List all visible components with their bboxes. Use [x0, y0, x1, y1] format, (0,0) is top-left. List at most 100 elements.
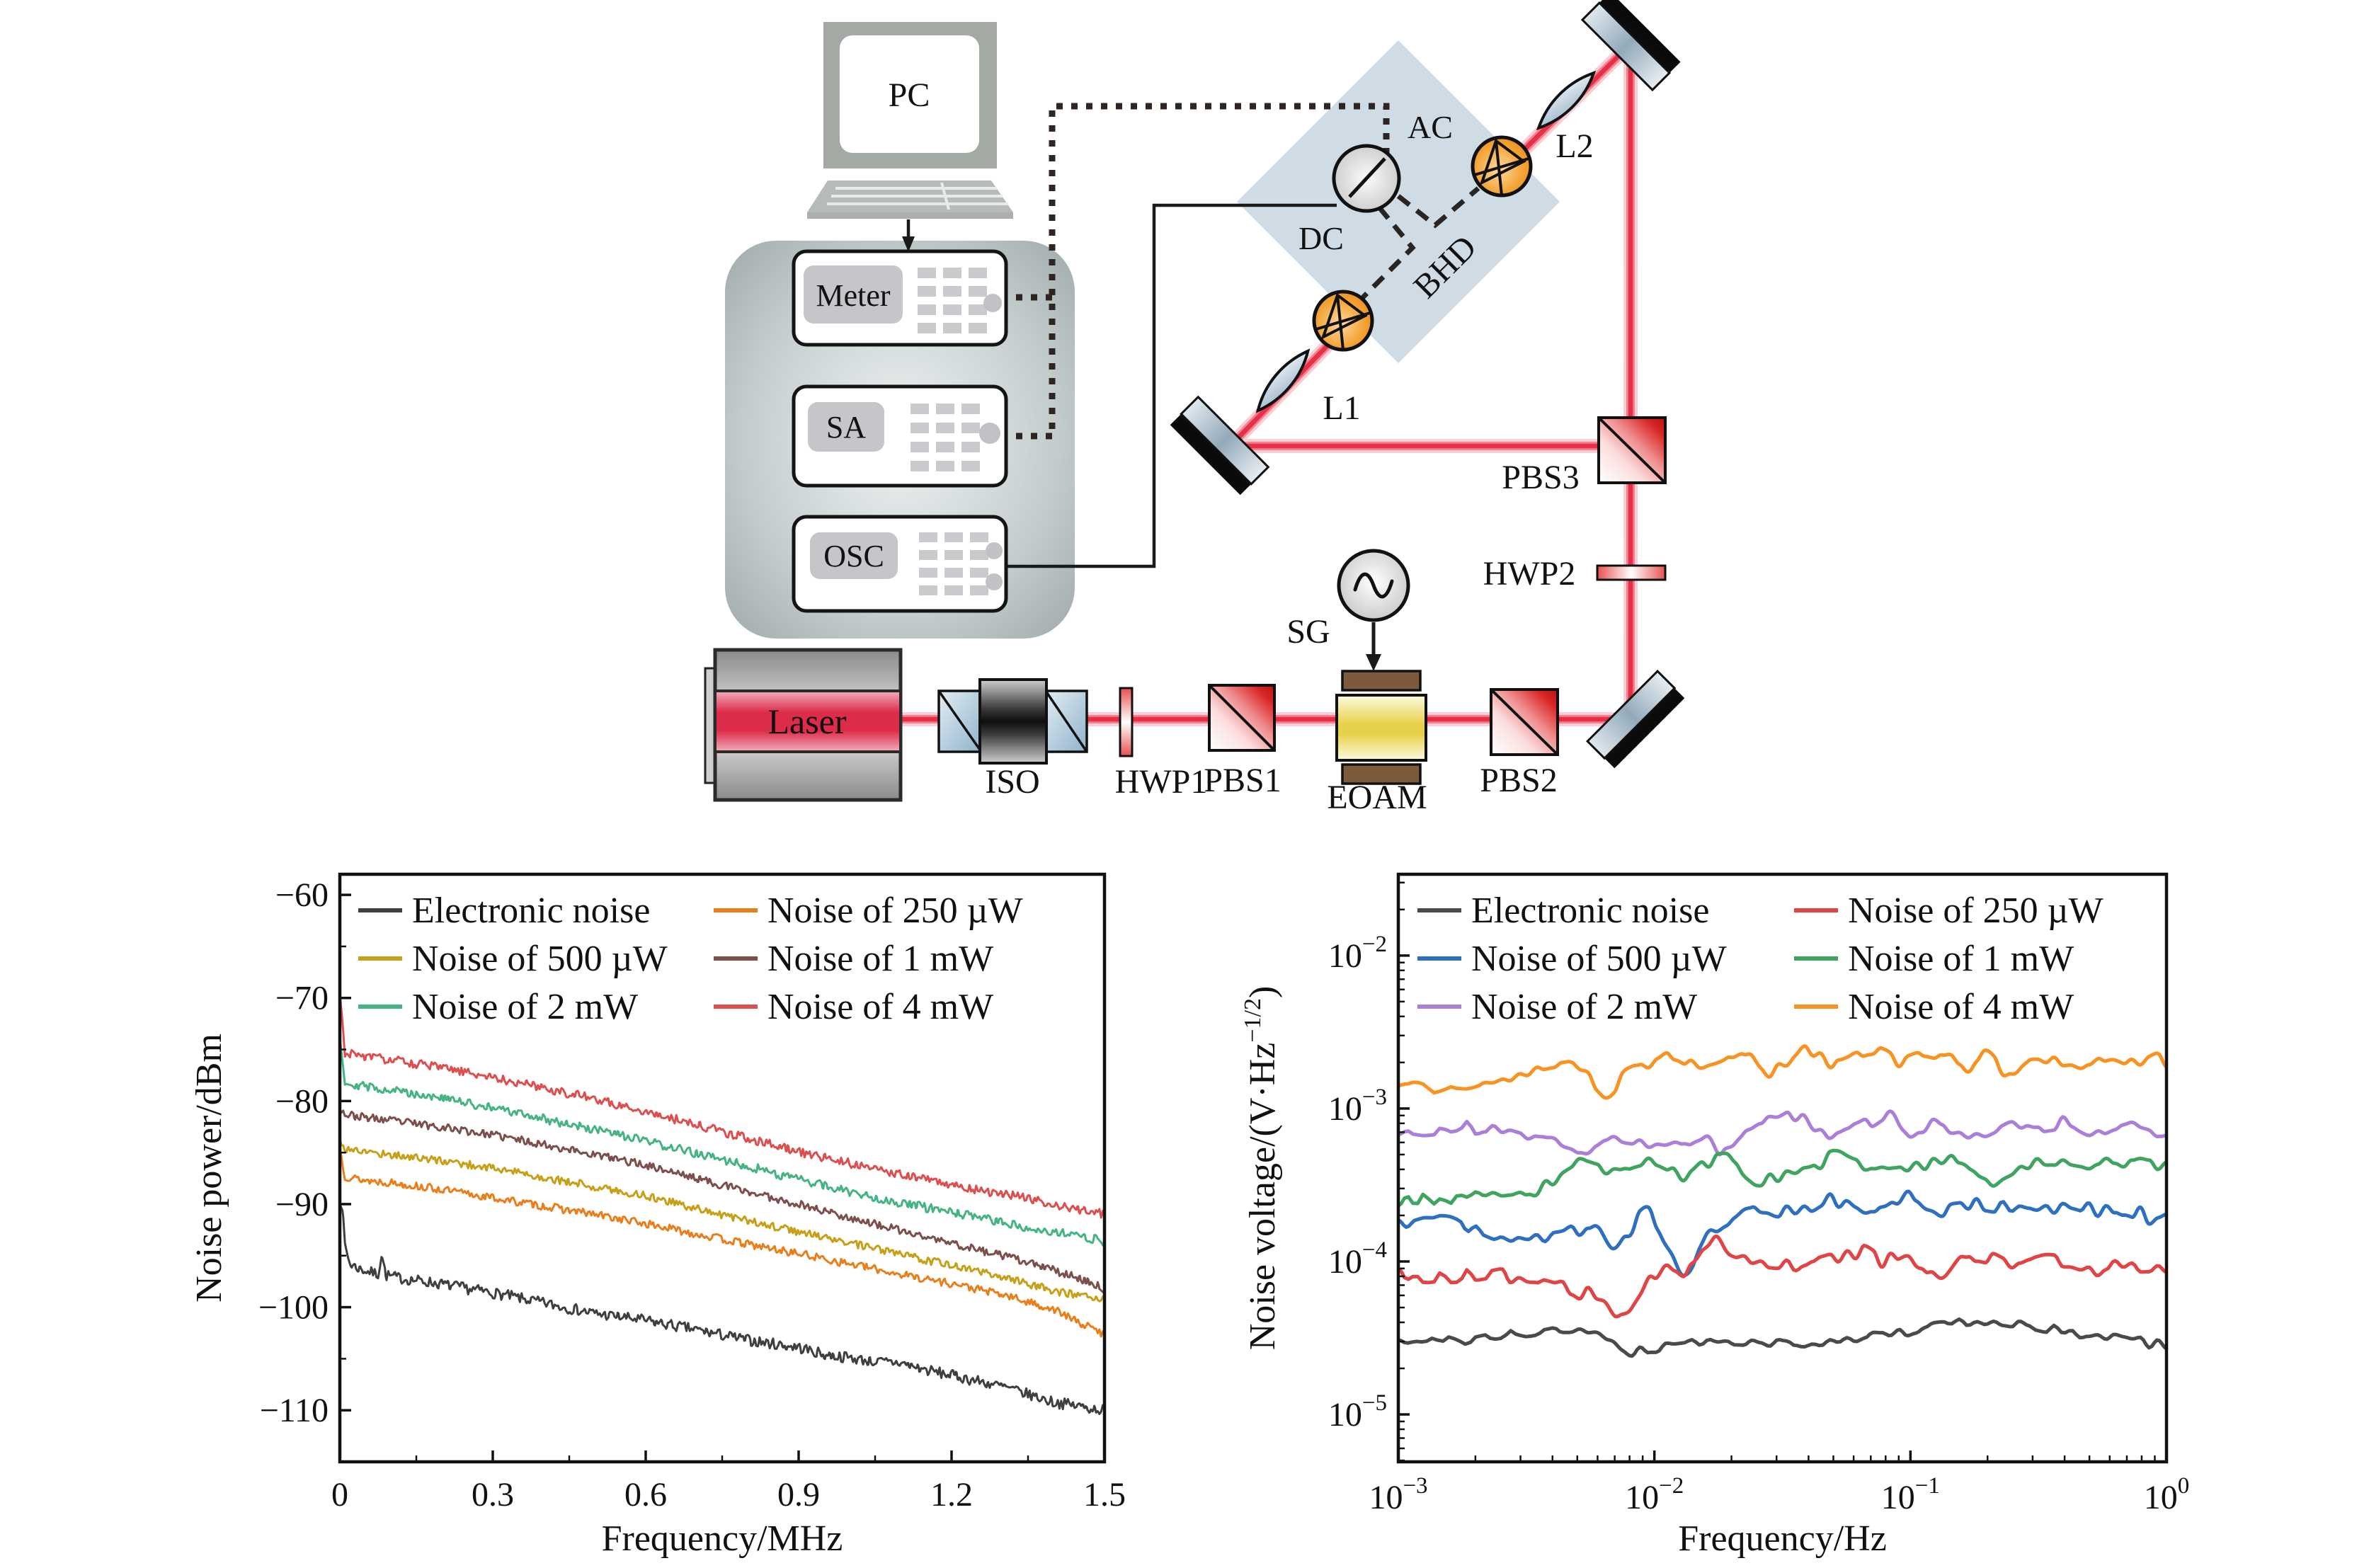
pbs1-label: PBS1 [1204, 762, 1281, 799]
panel-button [918, 286, 936, 297]
legend-label: Noise of 250 µW [1848, 891, 2103, 931]
series-line [1398, 1234, 2167, 1319]
panel-button [970, 585, 988, 595]
legend-label: Noise of 4 mW [1848, 987, 2074, 1027]
panel-button [970, 550, 988, 560]
legend-label: Noise of 1 mW [767, 939, 993, 979]
legend-label: Noise of 2 mW [1471, 987, 1697, 1027]
l2-label: L2 [1555, 127, 1593, 165]
panel-button [970, 568, 988, 578]
panel-button [943, 286, 961, 297]
dc-to-osc-wire [1006, 203, 1337, 568]
panel-knob [986, 542, 1003, 559]
panel-button [919, 568, 937, 578]
panel-button [936, 423, 954, 433]
y-tick-label: −90 [275, 1186, 329, 1223]
panel-button [918, 268, 936, 278]
pc-screen [840, 35, 979, 153]
eoam-electrode-bottom [1341, 763, 1422, 785]
panel-button [943, 268, 961, 278]
iso-faraday-rotator [978, 678, 1048, 765]
panel-button [970, 532, 988, 542]
legend-item: Noise of 250 µW [714, 891, 1023, 931]
panel-button [961, 461, 980, 471]
osc-buttons [919, 532, 1003, 595]
noise-power-chart: 0 0.3 0.6 0.9 1.2 1.5 −60 −70 −80 −90 −100 −110 Freq… [189, 872, 1126, 1559]
panel-knob [983, 294, 1002, 312]
legend-item: Electronic noise [358, 891, 650, 931]
arrow-down-icon [902, 236, 915, 252]
panel-button [911, 404, 929, 414]
legend-item: Noise of 500 µW [1417, 939, 1727, 979]
x-tick-label: 0.3 [472, 1476, 514, 1513]
pc-to-meter-wire [902, 219, 915, 252]
series-line [1398, 1148, 2167, 1208]
hwp1-waveplate [1119, 687, 1134, 757]
legend-item: Noise of 1 mW [714, 939, 993, 979]
panel-button [944, 585, 963, 595]
mirror-left [1170, 395, 1270, 496]
panel-button [961, 442, 980, 452]
panel-button [969, 323, 987, 333]
panel-button [911, 461, 929, 471]
panel-button [944, 550, 963, 560]
x-tick-label: 10−1 [1881, 1473, 1940, 1516]
sg-label: SG [1286, 613, 1330, 651]
series-line [1398, 1044, 2167, 1100]
hwp2-label: HWP2 [1483, 555, 1576, 593]
signal-generator [1337, 549, 1410, 671]
y-tick-label: 10−5 [1328, 1390, 1387, 1433]
sa-buttons [911, 404, 1000, 471]
dc-label: DC [1298, 220, 1344, 256]
pbs1-cube [1208, 684, 1276, 752]
y-tick-label: 10−4 [1328, 1237, 1387, 1281]
laser-label: Laser [767, 702, 846, 741]
legend-item: Noise of 4 mW [714, 987, 993, 1027]
arrow-down-icon [1366, 654, 1381, 671]
hwp1-label: HWP1 [1115, 763, 1208, 801]
pc-keyboard-keys [827, 182, 1008, 210]
panel-button [961, 404, 980, 414]
bhd-panel [1237, 40, 1560, 363]
legend-item: Noise of 2 mW [1417, 987, 1697, 1027]
l1-label: L1 [1323, 389, 1360, 427]
panel-button [936, 461, 954, 471]
x-tick-label: 0.6 [624, 1476, 667, 1513]
x-tick-label: 1.5 [1083, 1476, 1126, 1513]
plot-box [1396, 872, 2169, 1464]
legend-item: Noise of 2 mW [358, 987, 638, 1027]
series-group [1398, 1044, 2167, 1358]
series-group [340, 994, 1104, 1415]
osc-label: OSC [823, 539, 884, 573]
panel-button [911, 423, 929, 433]
optical-setup-diagram: PC Meter SA OSC [704, 0, 1685, 816]
photodetector-bottom [1312, 290, 1374, 352]
y-tick-label: −70 [275, 980, 329, 1017]
series-line [340, 1109, 1104, 1293]
panel-button [944, 532, 963, 542]
legend-label: Noise of 250 µW [767, 891, 1023, 931]
panel-button [969, 286, 987, 297]
series-line [1398, 1317, 2167, 1358]
legend-item: Noise of 1 mW [1794, 939, 2074, 979]
y-tick-label: −110 [260, 1392, 329, 1429]
series-line [340, 1036, 1104, 1247]
eoam-label: EOAM [1327, 779, 1427, 816]
eoam-modulator [1335, 670, 1427, 785]
pc-computer: PC [807, 22, 1013, 219]
series-line [340, 994, 1104, 1219]
y-tick-label: −80 [275, 1082, 329, 1120]
panel-button [919, 585, 937, 595]
eoam-electrode-top [1341, 670, 1422, 692]
y-tick-label: 10−3 [1328, 1085, 1387, 1128]
pbs2-label: PBS2 [1480, 762, 1557, 799]
junction-slash-icon [1348, 157, 1386, 198]
series-line [340, 1203, 1104, 1415]
legend-label: Electronic noise [412, 891, 650, 931]
pc-keyboard-base [807, 212, 1013, 219]
legend-label: Noise of 2 mW [412, 987, 638, 1027]
detector-bottom-dashed-wire [1361, 205, 1416, 299]
optical-isolator [937, 678, 1088, 765]
y-tick-label: −100 [258, 1289, 329, 1327]
